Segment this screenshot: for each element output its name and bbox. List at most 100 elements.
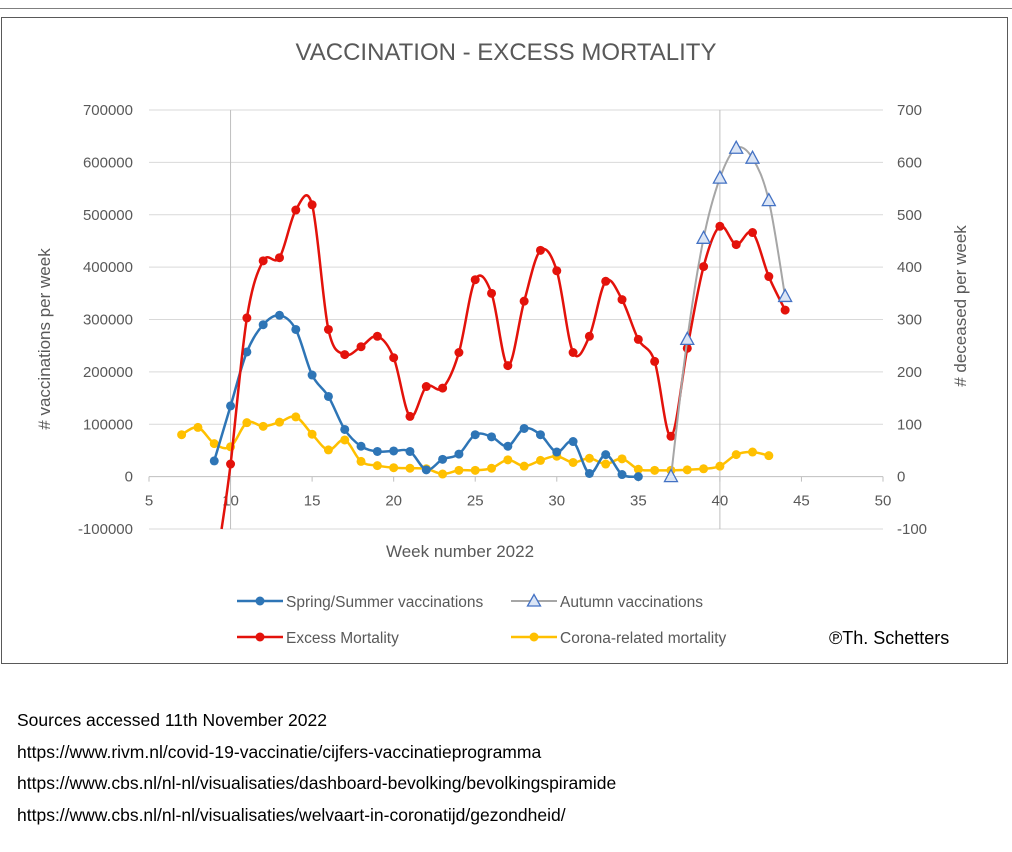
y-left-tick-label: 700000 [83,102,133,119]
data-point-spring-summer [405,446,415,456]
data-point-excess-mortality [470,275,480,285]
data-point-excess-mortality [568,347,578,357]
data-point-excess-mortality [764,272,774,282]
data-point-autumn [695,229,712,244]
data-point-corona-mortality [454,465,464,475]
data-point-corona-mortality [748,447,758,457]
data-point-excess-mortality [226,459,236,469]
x-tick-label: 45 [793,493,810,510]
data-point-corona-mortality [307,429,317,439]
data-point-corona-mortality [731,450,741,460]
legend-label-excess-mortality: Excess Mortality [286,630,399,647]
legend-item-spring-summer: Spring/Summer vaccinations [237,594,484,611]
data-point-excess-mortality [780,305,790,315]
data-point-excess-mortality [715,221,725,231]
data-point-spring-summer [242,347,252,357]
legend-item-autumn: Autumn vaccinations [511,593,703,611]
data-point-excess-mortality [323,324,333,334]
data-point-spring-summer [356,441,366,451]
data-point-excess-mortality [650,356,660,366]
data-point-spring-summer [601,450,611,460]
data-point-excess-mortality [633,334,643,344]
y-left-tick-label: 600000 [83,154,133,171]
data-point-corona-mortality [519,461,529,471]
x-axis-title: Week number 2022 [386,542,534,561]
data-point-spring-summer [535,430,545,440]
y-left-tick-label: 500000 [83,207,133,224]
series-excess-mortality [220,194,790,530]
data-point-corona-mortality [323,445,333,455]
y-right-tick-label: 700 [897,102,922,119]
data-point-corona-mortality [487,463,497,473]
data-point-spring-summer [274,310,284,320]
data-point-spring-summer [552,447,562,457]
data-point-excess-mortality [421,382,431,392]
x-tick-label: 20 [385,493,402,510]
data-point-excess-mortality [487,288,497,298]
data-point-excess-mortality [748,228,758,238]
y-right-tick-label: 0 [897,469,905,486]
plot-area [177,139,793,530]
data-point-excess-mortality [699,262,709,272]
legend-item-excess-mortality: Excess Mortality [237,630,399,647]
data-point-corona-mortality [535,455,545,465]
data-point-excess-mortality [535,245,545,255]
series-autumn [663,139,793,483]
y-right-tick-label: 500 [897,207,922,224]
data-point-spring-summer [226,401,236,411]
data-point-excess-mortality [503,361,513,371]
x-tick-label: 5 [145,493,153,510]
y-left-tick-label: 400000 [83,259,133,276]
data-point-excess-mortality [340,350,350,360]
data-point-corona-mortality [209,439,219,449]
data-point-corona-mortality [470,465,480,475]
data-point-corona-mortality [389,463,399,473]
y-left-tick-label: -100000 [78,521,133,538]
data-point-corona-mortality [764,451,774,461]
data-point-spring-summer [487,432,497,442]
data-point-corona-mortality [601,459,611,469]
data-point-autumn [663,468,679,483]
data-point-spring-summer [323,391,333,401]
data-point-autumn [679,331,695,346]
data-point-spring-summer [438,454,448,464]
sources-heading: Sources accessed 11th November 2022 [17,710,327,730]
data-point-spring-summer [617,470,627,480]
data-point-excess-mortality [405,411,415,421]
data-point-excess-mortality [291,205,301,215]
data-point-corona-mortality [274,417,284,427]
data-point-corona-mortality [568,457,578,467]
y-left-tick-label: 300000 [83,312,133,329]
y-axis-right-title: # deceased per week [951,225,970,387]
legend: Spring/Summer vaccinations Autumn vaccin… [237,593,727,647]
data-point-spring-summer [258,320,268,330]
data-point-autumn [744,149,761,164]
data-point-excess-mortality [584,331,594,341]
y-left-tick-label: 200000 [83,364,133,381]
x-tick-label: 35 [630,493,647,510]
data-point-corona-mortality [617,454,627,464]
x-tick-label: 50 [875,493,892,510]
data-point-excess-mortality [454,347,464,357]
chart-title: VACCINATION - EXCESS MORTALITY [296,39,717,66]
data-point-autumn [728,139,744,154]
data-point-excess-mortality [666,431,676,441]
legend-label-spring-summer: Spring/Summer vaccinations [286,594,484,611]
data-point-excess-mortality [356,342,366,352]
chart-frame: VACCINATION - EXCESS MORTALITY -100000 -1… [1,17,1008,664]
y-right-tick-label: 600 [897,154,922,171]
data-point-corona-mortality [438,469,448,479]
data-point-corona-mortality [584,453,594,463]
series-line-corona-mortality [180,415,770,476]
series-line-spring-summer [213,313,639,479]
series-corona-mortality [177,412,774,479]
data-point-excess-mortality [307,200,317,210]
y-axis-left-title: # vaccinations per week [35,248,54,430]
top-rule [0,8,1012,9]
series-spring-summer [209,310,643,482]
data-point-corona-mortality [258,421,268,431]
copyright-text: ℗Th. Schetters [829,628,949,648]
data-point-excess-mortality [372,331,382,341]
data-point-spring-summer [209,456,219,466]
data-point-corona-mortality [503,455,513,465]
